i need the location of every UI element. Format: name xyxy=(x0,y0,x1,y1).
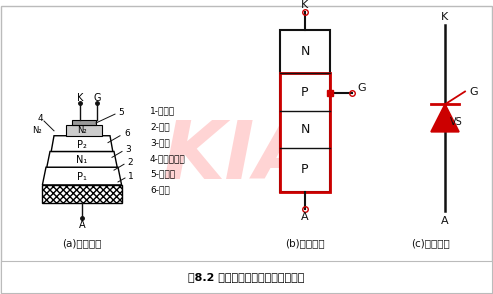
Bar xyxy=(1,260,492,293)
Polygon shape xyxy=(431,104,459,132)
Text: P: P xyxy=(301,163,309,176)
Text: K: K xyxy=(301,0,309,10)
Text: P₁: P₁ xyxy=(77,172,87,182)
Bar xyxy=(72,120,96,125)
Text: N: N xyxy=(300,123,310,136)
Text: 4-金镇合金片: 4-金镇合金片 xyxy=(150,154,186,163)
Text: 6-硒片: 6-硒片 xyxy=(150,185,170,194)
Text: (c)表示符号: (c)表示符号 xyxy=(411,238,450,248)
Text: 4: 4 xyxy=(37,113,43,123)
Text: (b)结构示意: (b)结构示意 xyxy=(285,238,325,248)
Text: 5: 5 xyxy=(118,108,124,117)
Text: G: G xyxy=(93,93,101,103)
Text: 2-馒片: 2-馒片 xyxy=(150,122,170,131)
Text: G: G xyxy=(357,83,366,93)
Text: N₁: N₁ xyxy=(76,155,88,165)
Bar xyxy=(66,125,102,136)
Text: N₂: N₂ xyxy=(33,126,42,135)
Text: 6: 6 xyxy=(124,129,130,138)
Text: VS: VS xyxy=(450,117,463,127)
Polygon shape xyxy=(51,136,113,151)
Text: A: A xyxy=(79,220,85,230)
Text: (a)内部结构: (a)内部结构 xyxy=(62,238,102,248)
Text: G: G xyxy=(469,88,478,98)
Text: K: K xyxy=(441,12,449,22)
Text: K: K xyxy=(77,93,83,103)
Bar xyxy=(280,74,330,192)
Polygon shape xyxy=(47,151,117,167)
Text: A: A xyxy=(301,212,309,222)
Text: 1-铜底座: 1-铜底座 xyxy=(150,107,175,116)
Text: P₂: P₂ xyxy=(77,140,87,150)
Text: 2: 2 xyxy=(127,158,133,167)
Text: KIA: KIA xyxy=(163,118,317,196)
Bar xyxy=(42,185,122,203)
Text: N: N xyxy=(300,45,310,58)
Text: N₂: N₂ xyxy=(77,126,87,135)
Bar xyxy=(280,30,330,192)
Text: A: A xyxy=(441,216,449,226)
Text: 3: 3 xyxy=(125,145,131,154)
Text: 图8.2 晶闸管的结构示意和表示符号: 图8.2 晶闸管的结构示意和表示符号 xyxy=(188,272,304,282)
Polygon shape xyxy=(42,167,122,185)
Text: 3-铝片: 3-铝片 xyxy=(150,138,170,147)
Text: 1: 1 xyxy=(128,171,134,181)
Text: 5-金锂片: 5-金锂片 xyxy=(150,170,175,178)
Text: P: P xyxy=(301,86,309,98)
